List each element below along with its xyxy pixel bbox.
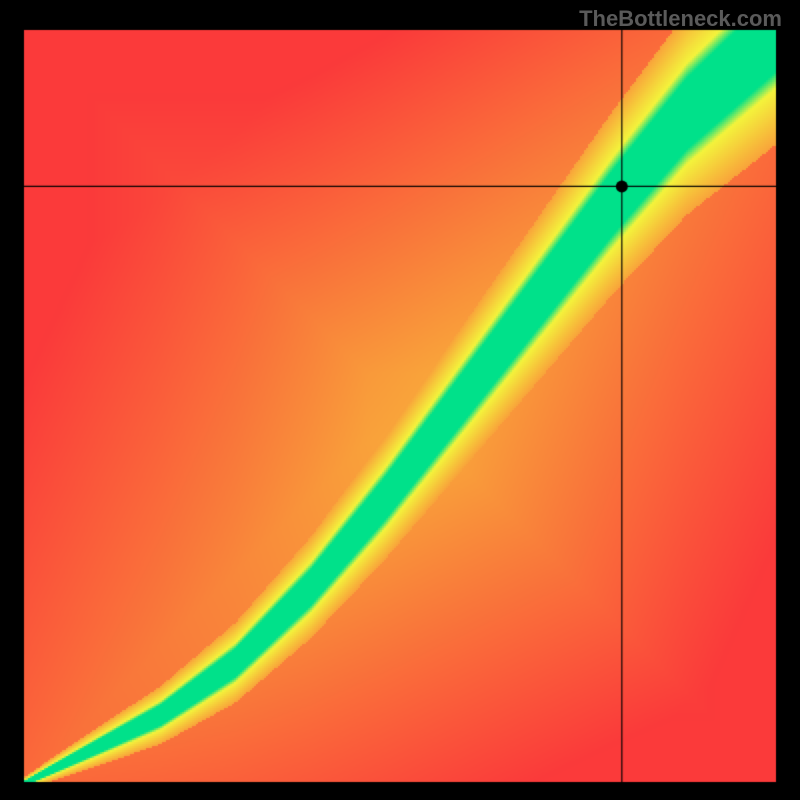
chart-container: TheBottleneck.com <box>0 0 800 800</box>
bottleneck-heatmap <box>0 0 800 800</box>
watermark-text: TheBottleneck.com <box>579 6 782 32</box>
